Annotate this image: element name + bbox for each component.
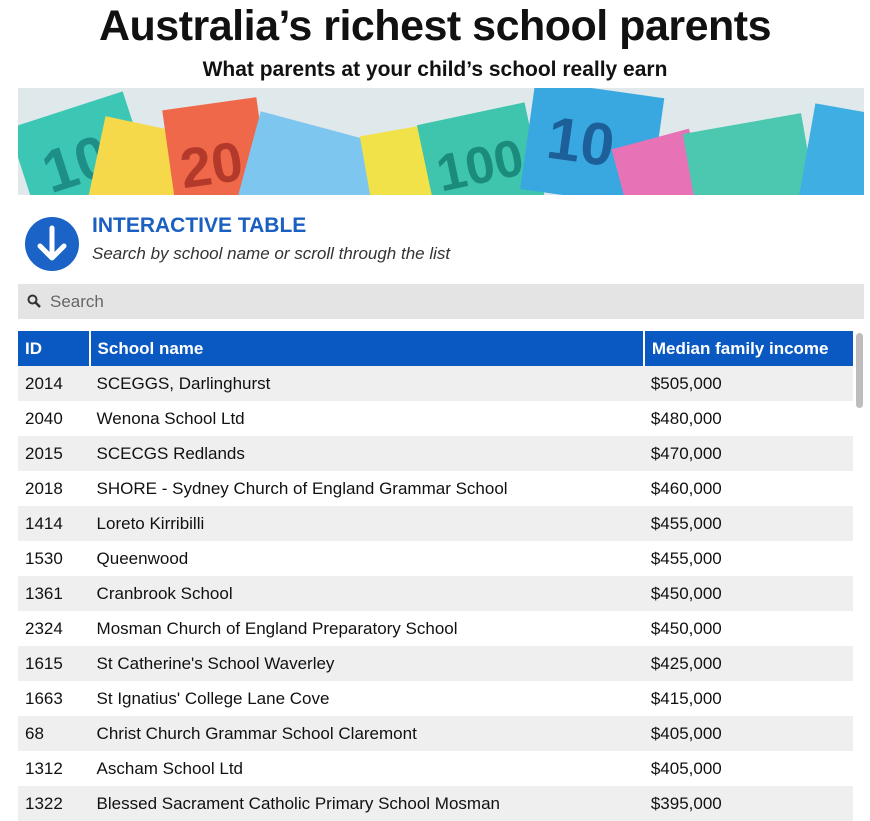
scroll-down-icon bbox=[25, 217, 79, 271]
table-cell: 1530 bbox=[25, 548, 63, 568]
table-cell: St Catherine's School Waverley bbox=[89, 646, 644, 681]
search-icon bbox=[27, 294, 41, 308]
table-cell: 2040 bbox=[25, 408, 63, 428]
table-cell: $395,000 bbox=[643, 786, 853, 821]
table-cell: 1322 bbox=[18, 786, 90, 821]
header-row: ID School name Median family income bbox=[18, 331, 853, 366]
table-cell: $505,000 bbox=[643, 366, 853, 401]
table-row: 1530 Queenwood $455,000 bbox=[18, 541, 853, 576]
table-body: 2014 SCEGGS, Darlinghurst $505,000 2040 Weno… bbox=[18, 366, 853, 821]
table-cell: $405,000 bbox=[650, 758, 722, 778]
table-cell: $405,000 bbox=[643, 716, 853, 751]
table-row: 2018 SHORE - Sydney Church of England Gra… bbox=[18, 471, 853, 506]
table-cell: 2324 bbox=[25, 618, 63, 638]
banknote-banner: 100 20 100 10 bbox=[18, 88, 864, 195]
table-cell: 2015 bbox=[18, 436, 90, 471]
table-cell: Blessed Sacrament Catholic Primary Schoo… bbox=[89, 786, 644, 821]
table-cell: $455,000 bbox=[650, 548, 722, 568]
table-cell: $455,000 bbox=[643, 506, 853, 541]
table-row: 1615 St Catherine's School Waverley $425,0… bbox=[18, 646, 853, 681]
table-cell: Mosman Church of England Preparatory Sch… bbox=[96, 618, 458, 638]
page-title: Australia’s richest school parents bbox=[98, 2, 772, 50]
table-cell: 2018 bbox=[25, 478, 63, 498]
table-row: 1414 Loreto Kirribilli $455,000 bbox=[18, 506, 853, 541]
table-cell: $460,000 bbox=[650, 478, 722, 498]
table-cell: Cranbrook School bbox=[89, 576, 644, 611]
table-cell: SCEGGS, Darlinghurst bbox=[89, 366, 644, 401]
table-cell: St Ignatius' College Lane Cove bbox=[96, 688, 330, 708]
search-placeholder[interactable]: Search bbox=[50, 292, 104, 311]
column-header[interactable]: School name bbox=[89, 331, 645, 366]
table-row: 1312 Ascham School Ltd $405,000 bbox=[18, 751, 853, 786]
section-instruction: Search by school name or scroll through … bbox=[92, 244, 451, 263]
table-cell: Loreto Kirribilli bbox=[89, 506, 644, 541]
search-box[interactable]: Search bbox=[18, 284, 864, 319]
table-cell: 2014 bbox=[18, 366, 90, 401]
table-cell: $415,000 bbox=[650, 688, 722, 708]
table-cell: 1615 bbox=[18, 646, 90, 681]
table-cell: Wenona School Ltd bbox=[96, 408, 245, 428]
table-cell: SHORE - Sydney Church of England Grammar… bbox=[96, 478, 508, 498]
table-cell: $470,000 bbox=[643, 436, 853, 471]
table-cell: 68 bbox=[18, 716, 90, 751]
table-row: 1361 Cranbrook School $450,000 bbox=[18, 576, 853, 611]
table-cell: $450,000 bbox=[643, 576, 853, 611]
svg-text:10: 10 bbox=[543, 104, 618, 180]
page-subtitle: What parents at your child’s school real… bbox=[202, 58, 668, 81]
column-header[interactable]: ID bbox=[18, 331, 91, 366]
table-cell: 1414 bbox=[18, 506, 90, 541]
table-cell: Queenwood bbox=[96, 548, 189, 568]
table-cell: 1663 bbox=[25, 688, 63, 708]
table-row: 1663 St Ignatius' College Lane Cove $415,0… bbox=[18, 681, 853, 716]
table-cell: $480,000 bbox=[650, 408, 722, 428]
table-row: 2015 SCECGS Redlands $470,000 bbox=[18, 436, 853, 471]
scrollbar[interactable] bbox=[856, 333, 863, 408]
table-cell: $425,000 bbox=[643, 646, 853, 681]
table-cell: SCECGS Redlands bbox=[89, 436, 644, 471]
table-row: 2040 Wenona School Ltd $480,000 bbox=[18, 401, 853, 436]
column-header[interactable]: Median family income bbox=[643, 331, 853, 366]
table-cell: Ascham School Ltd bbox=[96, 758, 244, 778]
data-table: ID School name Median family income 2014 SC… bbox=[18, 331, 853, 821]
section-heading: INTERACTIVE TABLE bbox=[92, 214, 307, 237]
table-row: 68 Christ Church Grammar School Claremont… bbox=[18, 716, 853, 751]
svg-text:20: 20 bbox=[176, 129, 246, 195]
table-cell: $450,000 bbox=[650, 618, 722, 638]
table-row: 2324 Mosman Church of England Preparatory… bbox=[18, 611, 853, 646]
table-cell: 1361 bbox=[18, 576, 90, 611]
table-cell: Christ Church Grammar School Claremont bbox=[89, 716, 644, 751]
table-row: 2014 SCEGGS, Darlinghurst $505,000 bbox=[18, 366, 853, 401]
table-cell: 1312 bbox=[25, 758, 63, 778]
table-row: 1322 Blessed Sacrament Catholic Primary S… bbox=[18, 786, 853, 821]
